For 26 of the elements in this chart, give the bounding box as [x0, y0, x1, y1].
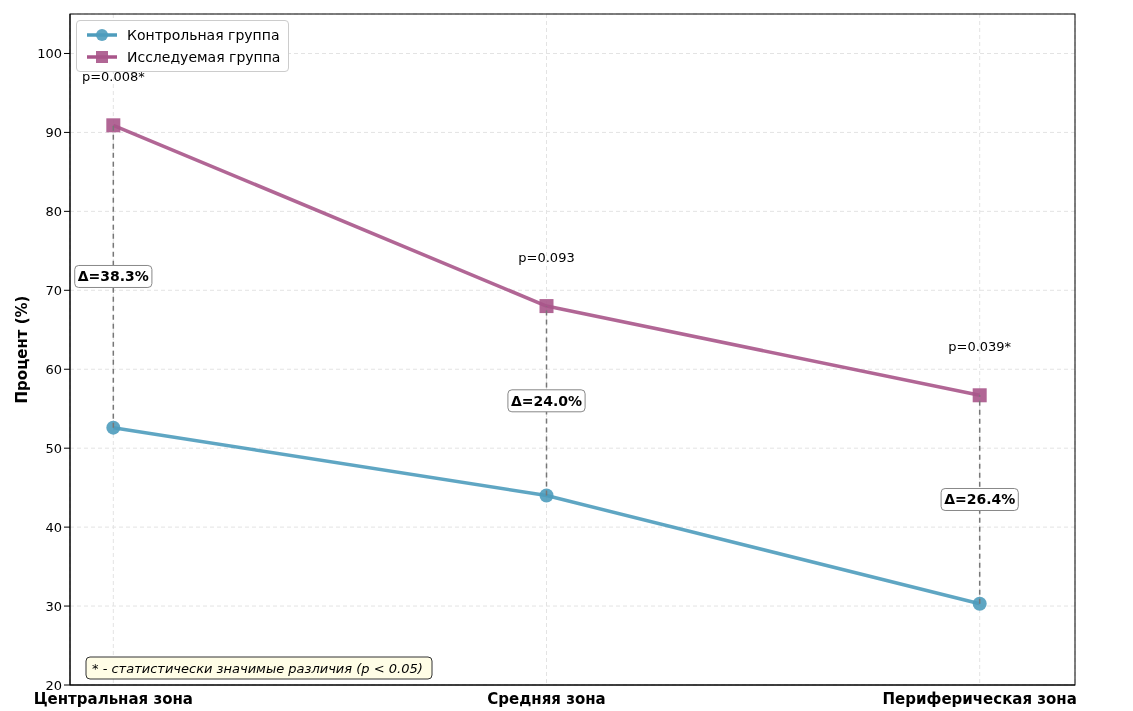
annotation: Δ=38.3%: [77, 268, 149, 285]
point: [539, 299, 554, 314]
y-tick-label: 30: [45, 598, 62, 614]
y-tick-label: 50: [45, 440, 62, 456]
x-tick-label: Средняя зона: [487, 689, 606, 708]
annotation: p=0.039*: [948, 339, 1012, 355]
point: [972, 596, 987, 611]
y-tick-label: 60: [45, 361, 62, 377]
annotation: p=0.093: [518, 250, 575, 266]
legend-label: Контрольная группа: [127, 26, 280, 45]
annotation: Δ=24.0%: [510, 392, 583, 409]
point: [106, 118, 121, 133]
y-tick-label: 80: [45, 203, 62, 219]
point: [539, 488, 554, 503]
y-axis-title: Процент (%): [13, 295, 32, 404]
annotation: p=0.008*: [81, 69, 146, 85]
annotation: Δ=26.4%: [944, 491, 1016, 508]
point: [972, 388, 987, 403]
legend-label: Исследуемая группа: [127, 48, 281, 67]
x-tick-label: Периферическая зона: [882, 689, 1077, 708]
annotation: * - статистически значимые различия (p < 0.05): [92, 661, 423, 676]
y-tick-label: 100: [37, 46, 62, 62]
point: [106, 420, 121, 435]
y-tick-label: 40: [45, 519, 62, 535]
y-tick-label: 90: [45, 125, 62, 141]
y-tick-label: 70: [45, 282, 62, 298]
